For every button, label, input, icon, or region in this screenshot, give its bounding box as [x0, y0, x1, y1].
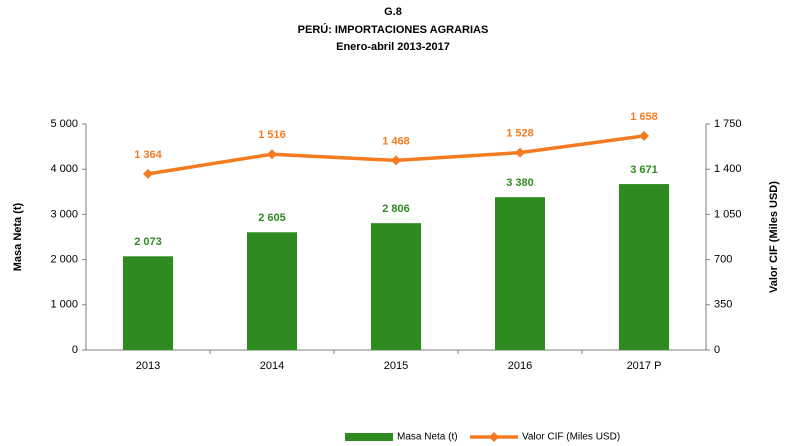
- data-label: 1 658: [630, 111, 658, 123]
- chart-title: G.8: [384, 6, 402, 18]
- bar: [371, 223, 421, 350]
- line-marker: [639, 130, 649, 141]
- data-label: 2 806: [382, 203, 410, 215]
- bar: [123, 256, 173, 350]
- y-tick-label: 5 000: [50, 118, 78, 130]
- line-marker: [391, 155, 401, 166]
- data-label: 1 528: [506, 128, 534, 140]
- y2-tick-label: 350: [714, 299, 732, 311]
- legend-label: Valor CIF (Miles USD): [522, 432, 620, 443]
- x-tick-label: 2016: [508, 360, 532, 372]
- legend-swatch: [489, 432, 499, 442]
- y-tick-label: 4 000: [50, 163, 78, 175]
- chart-subtitle: PERÚ: IMPORTACIONES AGRARIAS: [298, 23, 489, 36]
- y-tick-label: 0: [72, 344, 78, 356]
- data-label: 1 364: [134, 149, 162, 161]
- data-label: 3 380: [506, 177, 534, 189]
- bar: [495, 197, 545, 350]
- legend-label: Masa Neta (t): [397, 432, 458, 443]
- legend-swatch: [345, 433, 393, 441]
- y-tick-label: 2 000: [50, 254, 78, 266]
- x-tick-label: 2015: [384, 360, 408, 372]
- data-label: 1 516: [258, 129, 286, 141]
- line-marker: [143, 168, 153, 179]
- x-tick-label: 2017 P: [627, 360, 662, 372]
- bar: [247, 232, 297, 350]
- y2-tick-label: 1 050: [714, 208, 742, 220]
- y2-tick-label: 0: [714, 344, 720, 356]
- y2-tick-label: 1 750: [714, 118, 742, 130]
- data-label: 3 671: [630, 164, 658, 176]
- bar: [619, 184, 669, 350]
- data-label: 2 073: [134, 236, 162, 248]
- y2-tick-label: 700: [714, 254, 732, 266]
- data-label: 2 605: [258, 212, 286, 224]
- chart-subtitle: Enero-abril 2013-2017: [336, 41, 450, 53]
- y-tick-label: 3 000: [50, 208, 78, 220]
- x-tick-label: 2013: [136, 360, 160, 372]
- y2-axis-label: Valor CIF (Miles USD): [768, 181, 780, 293]
- x-tick-label: 2014: [260, 360, 284, 372]
- data-label: 1 468: [382, 135, 410, 147]
- line-marker: [267, 149, 277, 160]
- y2-tick-label: 1 400: [714, 163, 742, 175]
- y-axis-label: Masa Neta (t): [12, 202, 24, 271]
- line-marker: [515, 147, 525, 158]
- y-tick-label: 1 000: [50, 299, 78, 311]
